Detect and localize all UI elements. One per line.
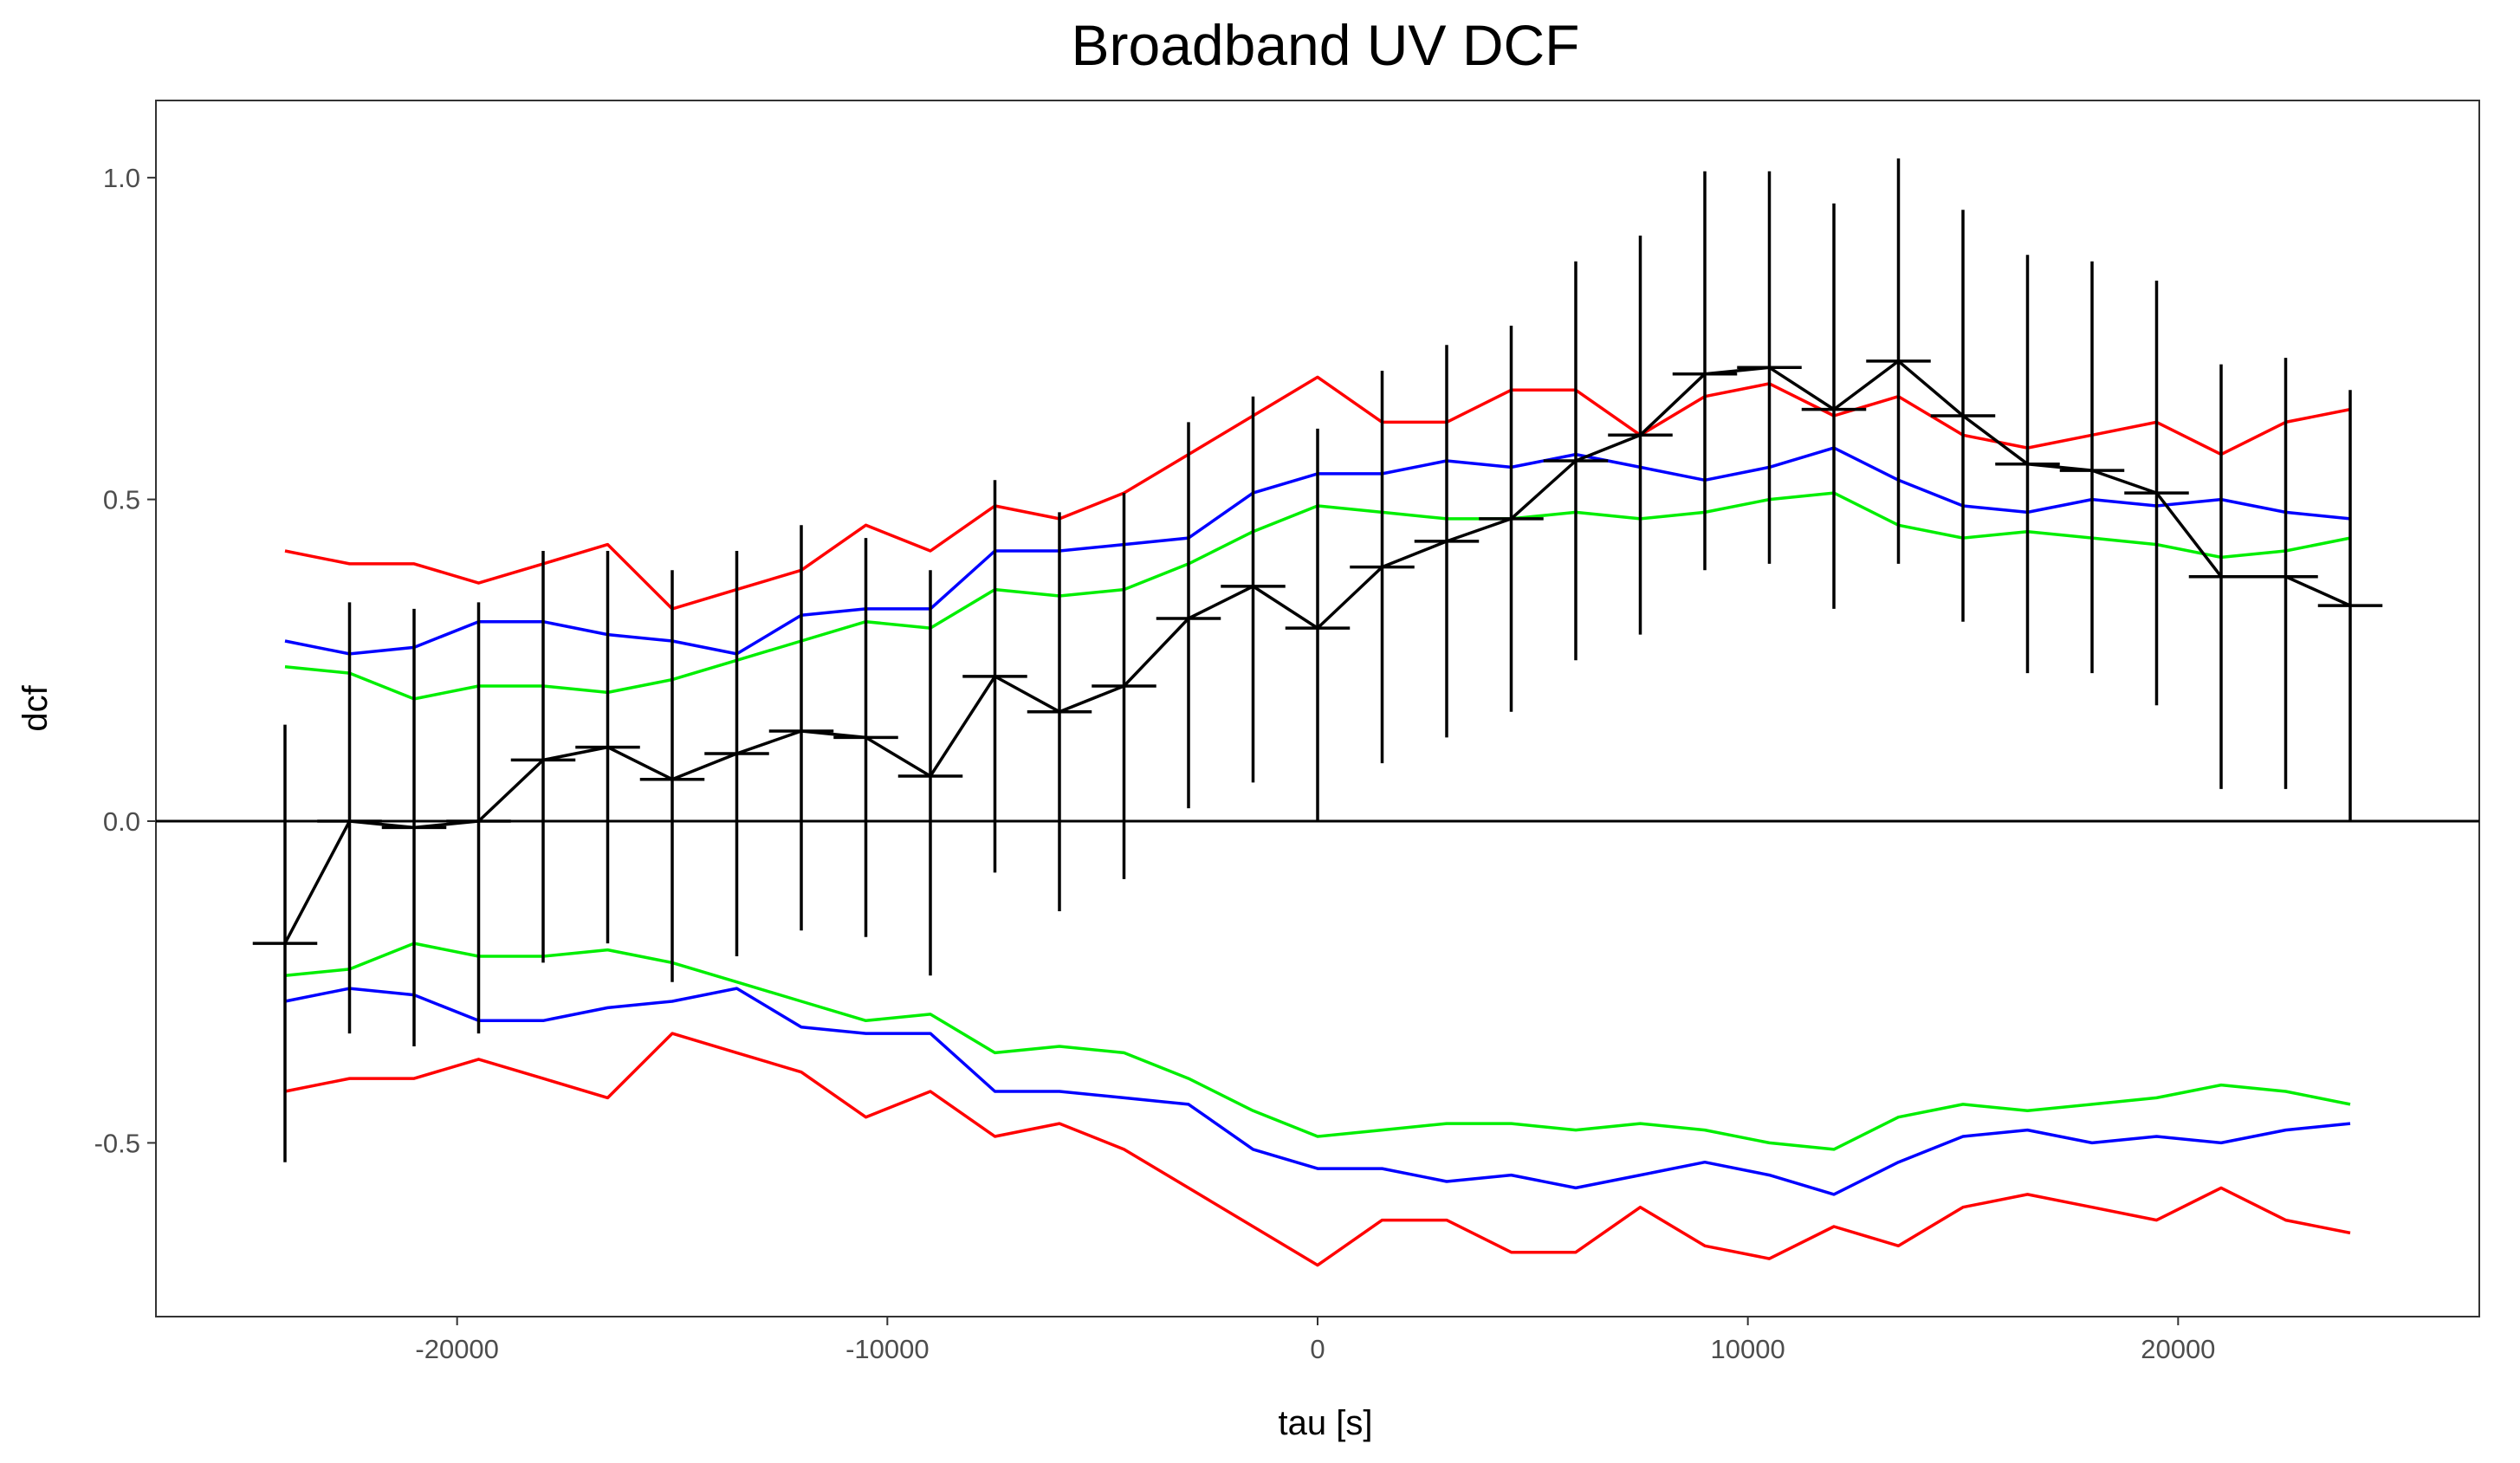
y-tick-label: 0.0 <box>103 806 140 837</box>
series-line-1 <box>284 375 2351 611</box>
x-tick-label: 10000 <box>1711 1334 1785 1364</box>
y-tick-label: 0.5 <box>103 485 140 515</box>
series-line-6 <box>284 942 2351 1151</box>
y-tick-label: -0.5 <box>94 1128 140 1158</box>
y-tick-label: 1.0 <box>103 163 140 193</box>
series-line-5 <box>284 987 2351 1196</box>
x-tick-label: -20000 <box>415 1334 499 1364</box>
series-line-4 <box>284 1032 2351 1267</box>
x-tick-label: 20000 <box>2141 1334 2215 1364</box>
x-tick-label: 0 <box>1310 1334 1325 1364</box>
y-axis-label: dcf <box>16 684 55 731</box>
plot-area: -0.5 0.0 0.5 1.0 -20000 -10000 0 10000 20000 <box>94 100 2480 1364</box>
chart-title: Broadband UV DCF <box>1072 13 1580 77</box>
x-tick-label: -10000 <box>845 1334 930 1364</box>
x-axis-label: tau [s] <box>1279 1404 1373 1442</box>
